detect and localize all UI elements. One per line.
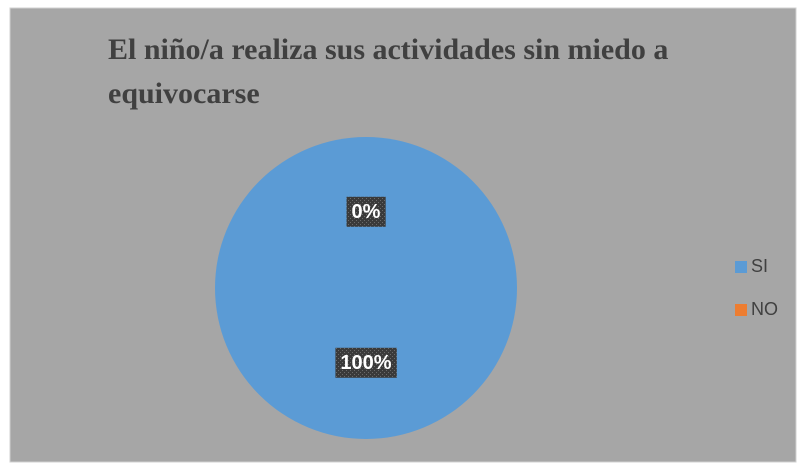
legend-label: NO <box>751 299 778 319</box>
legend-label: SI <box>751 256 768 276</box>
data-label-box <box>346 196 386 227</box>
data-label: 100% <box>340 352 391 374</box>
legend-swatch <box>735 261 747 273</box>
data-label-box <box>335 347 397 378</box>
chart-title: El niño/a realiza sus actividades sin mi… <box>108 33 669 110</box>
pie-slice <box>215 137 517 439</box>
data-label: 0% <box>352 201 381 223</box>
legend-swatch <box>735 304 747 316</box>
